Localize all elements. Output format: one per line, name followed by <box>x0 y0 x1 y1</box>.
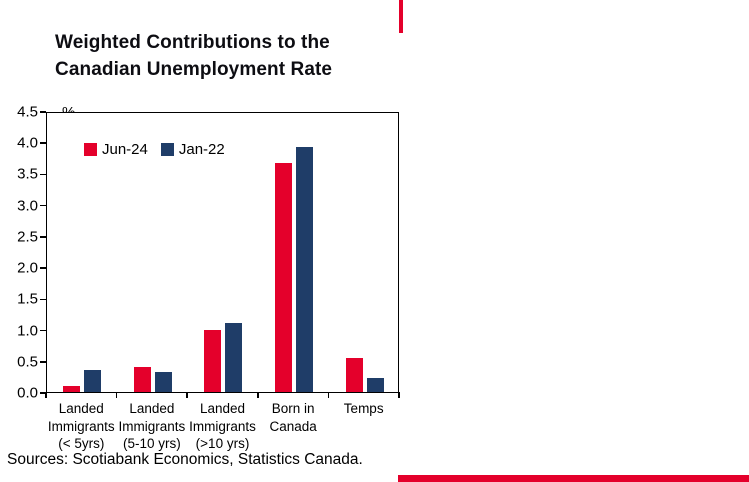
x-axis-label-line: Immigrants <box>118 418 186 434</box>
x-tick-mark <box>257 392 259 398</box>
x-axis-label-line: Born in <box>271 401 315 416</box>
y-tick-mark <box>40 298 46 301</box>
bar-group-3 <box>188 113 259 392</box>
legend-label-jan-22: Jan-22 <box>178 141 225 158</box>
y-tick-label: 2.5 <box>17 228 38 246</box>
x-tick-mark <box>186 392 188 398</box>
x-axis-label-line: (< 5yrs) <box>58 436 105 452</box>
bar-group-4 <box>259 113 330 392</box>
x-axis-label-line: (5-10 yrs) <box>123 436 181 452</box>
y-tick-mark <box>40 204 46 207</box>
legend-swatch-jan-22 <box>160 143 174 156</box>
bar-jun-24-group4 <box>275 163 293 392</box>
y-tick-mark <box>40 329 46 332</box>
bar-jan-22-group2 <box>154 371 172 392</box>
x-axis-label-line: Canada <box>269 418 317 434</box>
y-tick-label: 1.0 <box>17 322 38 340</box>
y-tick-mark <box>40 173 46 176</box>
y-tick-mark <box>40 111 46 113</box>
bar-jan-22-group4 <box>296 146 314 392</box>
legend: Jun-24 Jan-22 <box>84 141 225 158</box>
y-tick-mark <box>40 392 46 394</box>
x-axis-label-line: Immigrants <box>189 418 256 434</box>
y-tick-mark <box>40 236 46 238</box>
chart-title-line1: Weighted Contributions to the <box>55 32 330 53</box>
bar-jan-22-group3 <box>225 322 243 392</box>
bar-jun-24-group1 <box>63 385 81 392</box>
bar-group-1 <box>47 113 118 392</box>
y-tick-label: 4.5 <box>17 103 38 121</box>
x-axis-label-1: Landed Immigrants (< 5yrs) <box>48 400 115 453</box>
bar-jan-22-group1 <box>84 370 102 392</box>
chart-title: Weighted Contributions to the Canadian U… <box>55 30 332 83</box>
x-axis-label-5: Temps <box>344 400 384 418</box>
bar-jun-24-group3 <box>204 330 222 392</box>
x-tick-mark <box>45 392 47 398</box>
y-tick-label: 3.5 <box>17 165 38 183</box>
plot-area <box>46 112 399 393</box>
chart-title-line2: Canadian Unemployment Rate <box>55 58 333 80</box>
y-tick-label: 4.0 <box>17 134 38 152</box>
legend-item-jun-24: Jun-24 <box>84 141 148 158</box>
x-tick-mark <box>398 392 400 398</box>
bar-jun-24-group5 <box>345 358 363 392</box>
x-axis-label-2: Landed Immigrants (5-10 yrs) <box>119 400 186 453</box>
legend-item-jan-22: Jan-22 <box>160 141 225 158</box>
x-axis-label-line: Landed <box>129 401 175 416</box>
red-accent-bar <box>398 475 749 482</box>
y-tick-mark <box>40 267 46 269</box>
bar-jan-22-group5 <box>366 378 384 392</box>
x-axis-label-line: Immigrants <box>47 418 115 434</box>
x-axis-label-line: (>10 yrs) <box>195 436 250 452</box>
y-tick-mark <box>40 142 46 144</box>
y-tick-label: 0.0 <box>17 384 38 402</box>
x-axis-label-line: Temps <box>343 401 384 416</box>
y-tick-label: 2.0 <box>17 259 38 277</box>
y-tick-label: 1.5 <box>17 290 38 308</box>
x-tick-mark <box>115 392 118 398</box>
legend-label-jun-24: Jun-24 <box>102 141 148 158</box>
bar-group-5 <box>329 113 400 392</box>
source-note: Sources: Scotiabank Economics, Statistic… <box>7 451 363 468</box>
x-axis-label-4: Born in Canada <box>269 400 316 435</box>
x-axis-label-line: Landed <box>58 401 104 416</box>
y-tick-label: 0.5 <box>17 353 38 371</box>
bar-jun-24-group2 <box>133 367 151 392</box>
x-axis-label-3: Landed Immigrants (>10 yrs) <box>189 400 256 453</box>
red-accent-line <box>399 0 403 33</box>
legend-swatch-jun-24 <box>84 143 97 156</box>
bar-group-2 <box>118 113 189 392</box>
y-tick-label: 3.0 <box>17 197 38 215</box>
y-tick-mark <box>40 361 46 363</box>
x-tick-mark <box>327 392 330 398</box>
x-axis-label-line: Landed <box>199 401 246 416</box>
